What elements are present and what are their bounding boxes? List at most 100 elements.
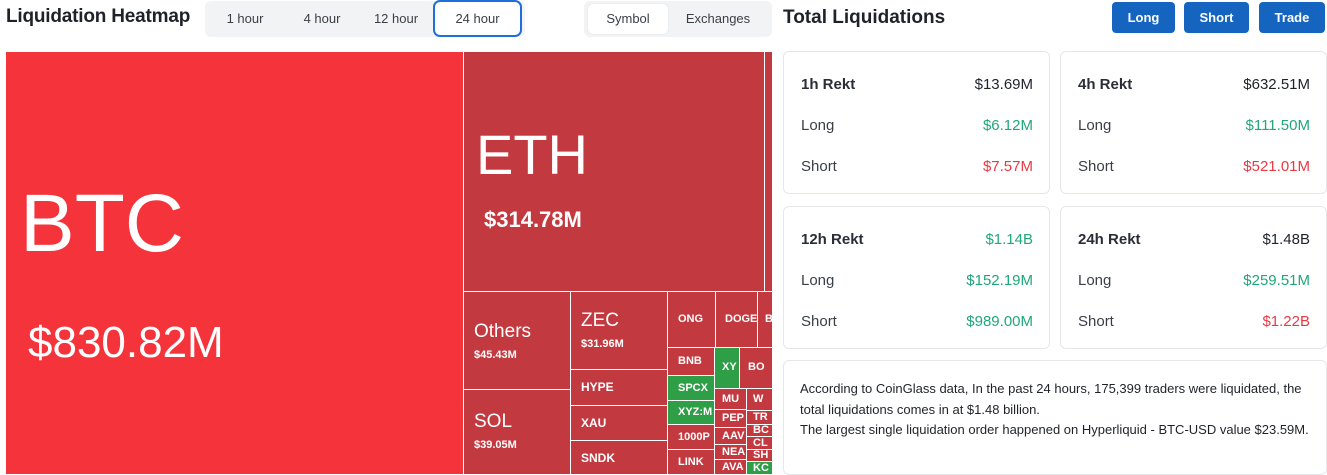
summary-text-1: According to CoinGlass data, In the past… xyxy=(800,381,1302,417)
treemap-cell-xy[interactable]: XY xyxy=(715,348,740,389)
liquidation-summary: According to CoinGlass data, In the past… xyxy=(783,360,1327,475)
treemap-cell-sol[interactable]: SOL $39.05M xyxy=(464,390,571,475)
treemap-cell-link[interactable]: LINK xyxy=(668,450,715,475)
heatmap-title: Liquidation Heatmap xyxy=(6,6,191,27)
rekt-card-1h: 1h Rekt $13.69M Long $6.12M Short $7.57M xyxy=(783,51,1050,194)
card-label: 1h Rekt xyxy=(801,76,856,93)
card-total: $632.51M xyxy=(1243,76,1310,93)
cell-symbol: SPCX xyxy=(678,382,708,394)
short-button[interactable]: Short xyxy=(1184,2,1249,33)
long-button[interactable]: Long xyxy=(1112,2,1175,33)
long-label: Long xyxy=(801,272,835,289)
treemap-cell-sndk[interactable]: SNDK xyxy=(571,441,668,475)
treemap-cell-mu[interactable]: MU xyxy=(715,389,747,410)
treemap-cell-bo[interactable]: BO xyxy=(740,348,773,389)
treemap-cell-cl[interactable]: CL xyxy=(747,437,773,450)
treemap-cell-nea[interactable]: NEA xyxy=(715,445,747,460)
card-total: $1.14B xyxy=(985,231,1033,248)
tab-24-hour[interactable]: 24 hour xyxy=(433,0,522,37)
short-label: Short xyxy=(1078,158,1114,175)
tab-12-hour[interactable]: 12 hour xyxy=(373,11,419,26)
treemap-cell-eth[interactable]: ETH $314.78M xyxy=(464,52,765,292)
treemap-cell-others[interactable]: Others $45.43M xyxy=(464,292,571,390)
treemap-cell-bc[interactable]: BC xyxy=(747,425,773,437)
cell-symbol: SOL xyxy=(474,411,513,432)
cell-symbol: LINK xyxy=(678,456,704,468)
cell-symbol: 1000P xyxy=(678,431,710,443)
cell-symbol: ZEC xyxy=(581,310,619,331)
long-label: Long xyxy=(801,117,835,134)
summary-text-2: The largest single liquidation order hap… xyxy=(800,422,1309,437)
cell-symbol: AAV xyxy=(722,430,745,442)
treemap-cell-ong[interactable]: ONG xyxy=(668,292,716,348)
cell-symbol: KC xyxy=(753,462,769,474)
treemap-cell-xau[interactable]: XAU xyxy=(571,406,668,441)
cell-value: $31.96M xyxy=(581,338,624,350)
cell-symbol: NEA xyxy=(722,446,746,458)
cell-symbol: CL xyxy=(753,437,768,449)
cell-symbol: B xyxy=(765,313,773,325)
treemap-cell-sh[interactable]: SH xyxy=(747,450,773,462)
cell-value: $830.82M xyxy=(28,318,224,367)
short-label: Short xyxy=(1078,313,1114,330)
cell-symbol: AVA xyxy=(722,461,744,473)
treemap-cell-doge[interactable]: DOGE xyxy=(716,292,758,348)
long-label: Long xyxy=(1078,117,1112,134)
treemap-cell-xyz-m[interactable]: XYZ:M xyxy=(668,401,715,425)
treemap-cell-w[interactable]: W xyxy=(747,389,773,411)
cell-symbol: XYZ:M xyxy=(678,406,713,418)
card-total: $13.69M xyxy=(974,76,1033,93)
cell-symbol: SH xyxy=(753,450,769,461)
cell-symbol: DOGE xyxy=(725,313,758,325)
treemap-cell-kc[interactable]: KC xyxy=(747,462,773,475)
cell-symbol: ETH xyxy=(476,123,588,186)
liquidation-treemap: BTC $830.82M ETH $314.78M Others $45.43M… xyxy=(6,52,773,475)
treemap-cell-btc[interactable]: BTC $830.82M xyxy=(6,52,464,475)
view-symbol-button[interactable]: Symbol xyxy=(588,4,668,34)
short-value: $7.57M xyxy=(982,158,1033,175)
cell-symbol: BC xyxy=(753,425,769,436)
cell-symbol: BTC xyxy=(20,178,184,269)
cell-symbol: Others xyxy=(474,321,532,342)
treemap-cell-hype[interactable]: HYPE xyxy=(571,370,668,406)
long-value: $111.50M xyxy=(1245,117,1311,134)
timeframe-tabs: 1 hour 4 hour 12 hour 24 hour xyxy=(205,0,525,37)
card-total: $1.48B xyxy=(1262,231,1310,248)
treemap-cell-spcx[interactable]: SPCX xyxy=(668,376,715,401)
card-label: 24h Rekt xyxy=(1078,231,1141,248)
long-value: $6.12M xyxy=(982,117,1033,134)
cell-symbol: XAU xyxy=(581,416,607,430)
treemap-cell-aav[interactable]: AAV xyxy=(715,428,747,445)
treemap-cell-ava[interactable]: AVA xyxy=(715,460,747,475)
treemap-cell-zec[interactable]: ZEC $31.96M xyxy=(571,292,668,370)
tab-4-hour[interactable]: 4 hour xyxy=(303,11,341,26)
tab-1-hour[interactable]: 1 hour xyxy=(226,11,264,26)
trade-button[interactable]: Trade xyxy=(1259,2,1325,33)
rekt-card-12h: 12h Rekt $1.14B Long $152.19M Short $989.00… xyxy=(783,206,1050,349)
long-label: Long xyxy=(1078,272,1112,289)
cell-value: $39.05M xyxy=(474,439,517,451)
total-liquidations-title: Total Liquidations xyxy=(783,7,946,28)
card-label: 4h Rekt xyxy=(1078,76,1133,93)
rekt-card-4h: 4h Rekt $632.51M Long $111.50M Short $521.0… xyxy=(1060,51,1327,194)
cell-symbol: XY xyxy=(722,361,737,373)
cell-symbol: W xyxy=(753,393,764,405)
card-label: 12h Rekt xyxy=(801,231,864,248)
view-toggle: Symbol Exchanges xyxy=(584,1,772,37)
short-value: $989.00M xyxy=(966,313,1033,330)
rekt-card-24h: 24h Rekt $1.48B Long $259.51M Short $1.22B xyxy=(1060,206,1327,349)
cell-symbol: HYPE xyxy=(581,380,614,394)
treemap-cell-bnb[interactable]: BNB xyxy=(668,348,715,376)
cell-symbol: TR xyxy=(753,411,768,423)
treemap-cell-1000p[interactable]: 1000P xyxy=(668,425,715,450)
long-value: $152.19M xyxy=(966,272,1033,289)
treemap-cell-pep[interactable]: PEP xyxy=(715,410,747,428)
cell-symbol: SNDK xyxy=(581,451,616,465)
view-exchanges-button[interactable]: Exchanges xyxy=(685,11,751,26)
treemap-cell-small[interactable] xyxy=(765,52,773,292)
treemap-cell-tr[interactable]: TR xyxy=(747,411,773,425)
long-value: $259.51M xyxy=(1243,272,1310,289)
cell-symbol: MU xyxy=(722,393,740,405)
treemap-cell-b[interactable]: B xyxy=(758,292,773,348)
